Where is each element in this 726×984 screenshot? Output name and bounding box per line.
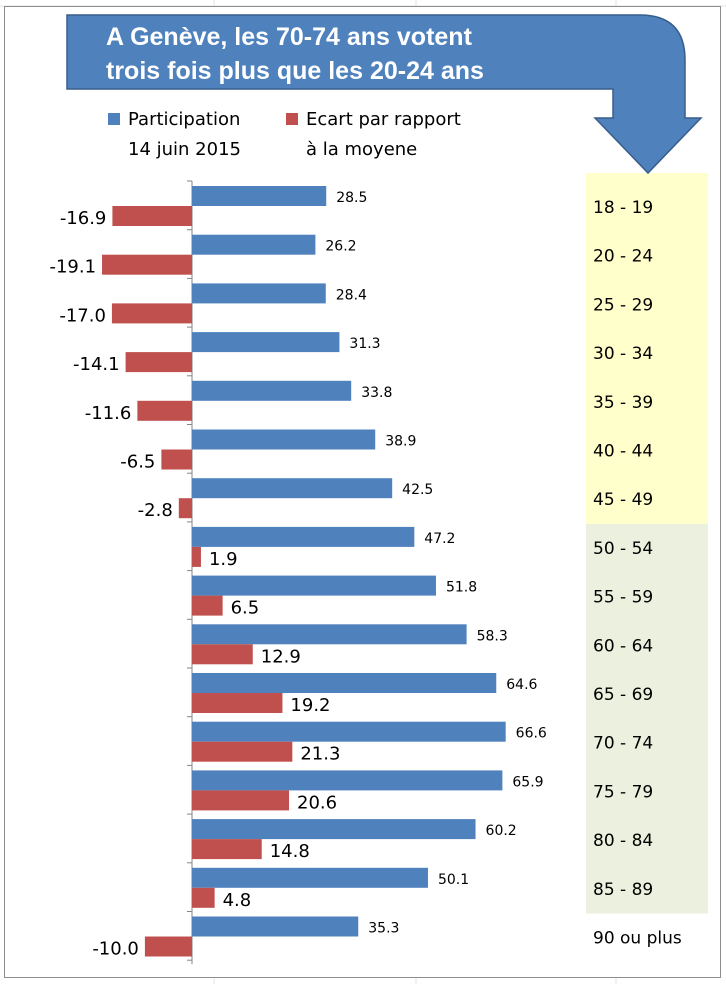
bar-participation <box>192 673 497 693</box>
category-label: 50 - 54 <box>593 539 653 559</box>
legend-label-ecart-1: Ecart par rapport <box>306 109 461 130</box>
legend: Participation 14 juin 2015 Ecart par rap… <box>108 109 461 160</box>
category-label: 80 - 84 <box>593 831 653 851</box>
bar-ecart <box>192 839 262 860</box>
data-label-participation: 60.2 <box>486 823 517 839</box>
data-label-ecart: 21.3 <box>300 744 340 765</box>
bar-participation <box>192 429 376 450</box>
data-label-participation: 50.1 <box>438 872 469 888</box>
bar-ecart <box>192 644 253 665</box>
data-label-ecart: 6.5 <box>231 598 260 619</box>
legend-label-participation-2: 14 juin 2015 <box>128 139 241 160</box>
bar-participation <box>192 770 503 791</box>
bar-participation <box>192 819 476 840</box>
data-label-ecart: -6.5 <box>120 452 155 473</box>
data-label-participation: 38.9 <box>385 434 416 450</box>
data-label-participation: 26.2 <box>325 239 356 255</box>
data-label-ecart: -19.1 <box>49 257 96 278</box>
bar-participation <box>192 624 467 645</box>
bar-ecart <box>161 449 192 470</box>
bar-participation <box>192 916 359 937</box>
data-label-participation: 58.3 <box>477 628 508 644</box>
bar-participation <box>192 478 393 499</box>
data-label-ecart: -16.9 <box>60 208 107 229</box>
data-label-participation: 28.5 <box>336 190 367 206</box>
data-label-participation: 64.6 <box>506 677 537 693</box>
bar-participation <box>192 332 340 353</box>
data-label-participation: 51.8 <box>446 580 477 596</box>
bar-participation <box>192 234 316 255</box>
legend-label-participation-1: Participation <box>128 109 240 130</box>
category-label: 70 - 74 <box>593 734 653 754</box>
category-label: 55 - 59 <box>593 588 653 608</box>
category-label: 18 - 19 <box>593 198 653 218</box>
data-label-ecart: -11.6 <box>85 403 132 424</box>
data-label-ecart: 4.8 <box>223 890 252 911</box>
category-band-green <box>586 523 708 914</box>
category-label: 60 - 64 <box>593 636 653 656</box>
legend-swatch-participation <box>108 113 120 125</box>
data-label-participation: 28.4 <box>336 287 367 303</box>
bar-participation <box>192 526 415 547</box>
category-label: 35 - 39 <box>593 393 653 413</box>
data-label-participation: 31.3 <box>349 336 380 352</box>
bar-participation <box>192 380 352 401</box>
category-label: 75 - 79 <box>593 782 653 802</box>
chart-title-line-1: A Genève, les 70-74 ans votent <box>106 23 473 51</box>
bar-ecart <box>192 693 283 713</box>
data-label-participation: 66.6 <box>516 726 547 742</box>
bar-ecart <box>192 546 201 567</box>
data-label-ecart: -14.1 <box>73 354 120 375</box>
data-label-ecart: 12.9 <box>261 646 301 667</box>
legend-swatch-ecart <box>286 113 298 125</box>
bar-ecart <box>102 254 192 275</box>
data-label-participation: 65.9 <box>512 774 543 790</box>
category-label: 85 - 89 <box>593 880 653 900</box>
data-label-ecart: -2.8 <box>138 500 173 521</box>
category-label: 90 ou plus <box>593 929 682 949</box>
bar-participation <box>192 186 327 206</box>
data-label-participation: 33.8 <box>361 385 392 401</box>
data-label-participation: 35.3 <box>368 921 399 937</box>
data-label-participation: 47.2 <box>424 531 455 547</box>
bar-ecart <box>112 206 192 226</box>
bar-ecart <box>178 498 192 519</box>
bar-participation <box>192 283 326 304</box>
category-band-yellow <box>586 173 708 524</box>
category-label: 20 - 24 <box>593 247 653 267</box>
bar-ecart <box>125 352 192 373</box>
legend-label-ecart-2: à la moyene <box>306 139 417 160</box>
data-label-ecart: 14.8 <box>270 841 310 862</box>
bar-ecart <box>192 887 215 908</box>
category-label: 45 - 49 <box>593 490 653 510</box>
data-label-ecart: 20.6 <box>297 792 337 813</box>
data-label-ecart: 1.9 <box>209 549 238 570</box>
chart-title-line-2: trois fois plus que les 20-24 ans <box>106 57 484 85</box>
bar-participation <box>192 867 428 888</box>
bar-participation <box>192 575 436 596</box>
bar-participation <box>192 721 506 742</box>
bar-ecart <box>144 936 192 957</box>
data-label-ecart: -17.0 <box>59 305 106 326</box>
bar-ecart <box>192 790 290 811</box>
category-label: 30 - 34 <box>593 344 653 364</box>
category-label: 25 - 29 <box>593 295 653 315</box>
bar-ecart <box>192 595 223 616</box>
data-label-participation: 42.5 <box>402 482 433 498</box>
title-arrow-shape <box>66 14 703 175</box>
data-label-ecart: -10.0 <box>92 939 139 960</box>
bar-ecart <box>137 400 192 421</box>
category-label: 65 - 69 <box>593 685 653 705</box>
category-label: 40 - 44 <box>593 442 653 462</box>
bar-ecart <box>111 303 192 324</box>
data-label-ecart: 19.2 <box>290 695 330 716</box>
bar-ecart <box>192 741 293 762</box>
